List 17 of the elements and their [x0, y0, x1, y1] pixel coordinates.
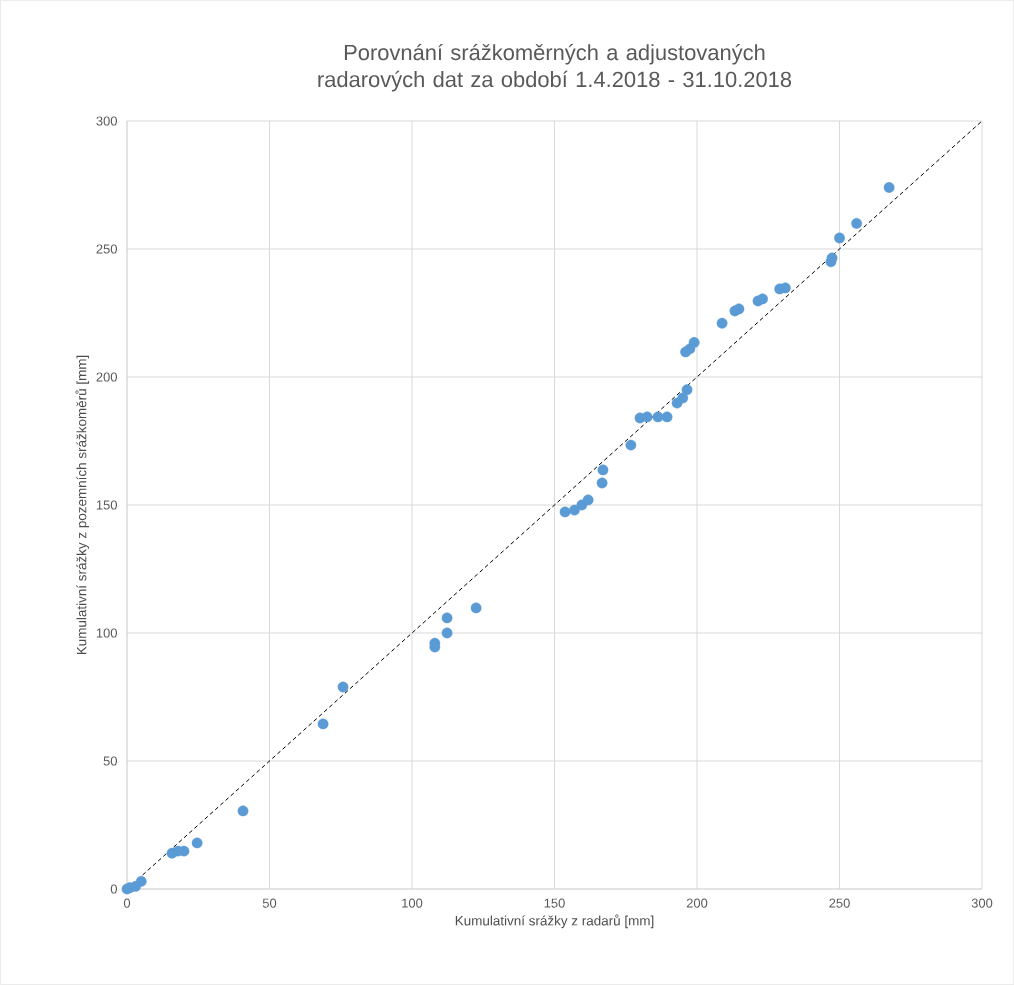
x-tick-label: 50	[262, 898, 277, 908]
chart-title: Porovnání srážkoměrných a adjustovaných radarových dat za období 1.4.2018 - 31.10.2018	[318, 43, 792, 92]
y-tick-label: 150	[96, 500, 117, 510]
y-tick-label: 50	[103, 756, 117, 766]
x-tick-label: 250	[829, 898, 850, 908]
x-tick-label: 200	[686, 898, 708, 908]
x-tick-label: 150	[544, 898, 565, 908]
y-tick-label: 250	[96, 244, 117, 254]
x-tick-label: 100	[402, 898, 423, 908]
x-tick-label: 0	[123, 898, 131, 908]
y-tick-label: 100	[96, 628, 117, 638]
x-tick-label: 300	[971, 898, 993, 908]
y-axis-title: Kumulativní srážky z pozemních srážkoměrů [mm]	[75, 355, 90, 655]
x-axis-title: Kumulativní srážky z radarů [mm]	[455, 914, 654, 929]
y-tick-label: 0	[110, 884, 117, 894]
y-tick-label: 200	[96, 372, 117, 382]
y-tick-label: 300	[96, 116, 117, 126]
